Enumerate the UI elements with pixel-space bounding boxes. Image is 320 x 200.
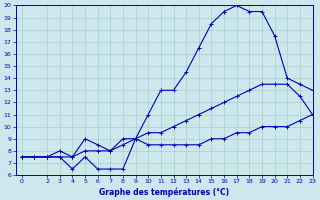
X-axis label: Graphe des températures (°C): Graphe des températures (°C) xyxy=(99,187,229,197)
